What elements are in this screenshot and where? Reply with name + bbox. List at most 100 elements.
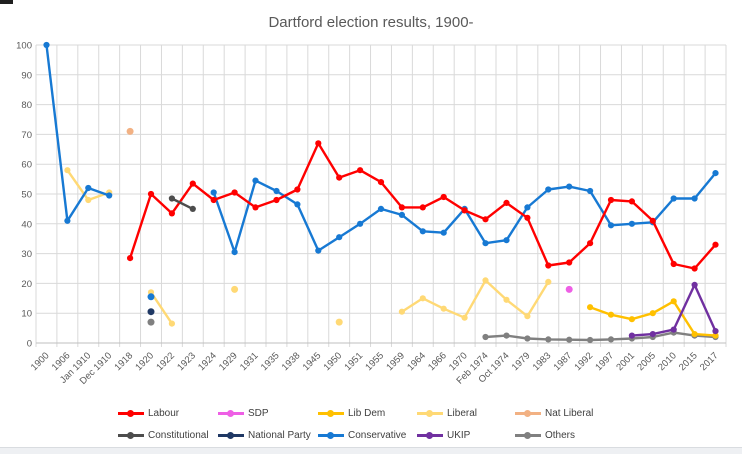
data-point [377, 179, 385, 186]
data-point [231, 189, 238, 196]
data-point [126, 127, 134, 135]
y-tick-label: 70 [21, 130, 32, 141]
x-tick-label: 1979 [510, 350, 533, 373]
data-point [607, 311, 615, 318]
data-point [566, 336, 573, 343]
x-tick-label: 1945 [301, 350, 324, 373]
data-point [566, 183, 573, 190]
x-tick-label: 1997 [593, 350, 616, 373]
data-point [168, 320, 175, 327]
data-point [524, 313, 531, 320]
data-point [336, 234, 343, 241]
series-ukip [628, 281, 719, 339]
data-point [440, 305, 447, 312]
data-point [649, 331, 656, 338]
data-point [712, 332, 719, 339]
legend-marker [218, 409, 244, 417]
series-labour [127, 140, 719, 272]
y-tick-label: 40 [21, 219, 32, 230]
y-tick-label: 90 [21, 70, 32, 81]
x-tick-label: 2017 [698, 350, 721, 373]
x-tick-label: 1950 [322, 350, 345, 373]
x-tick-label: 1964 [405, 350, 428, 373]
y-tick-label: 10 [21, 309, 32, 320]
data-point [398, 204, 405, 211]
data-point [691, 331, 698, 338]
y-tick-label: 20 [21, 279, 32, 290]
legend-marker [118, 409, 144, 417]
grid-layer [35, 44, 727, 347]
series-sdp [565, 285, 573, 293]
window-corner-fragment [0, 0, 13, 4]
data-point [670, 260, 677, 268]
x-tick-label: 2010 [656, 350, 679, 373]
data-point [398, 308, 405, 315]
data-point [294, 186, 301, 193]
data-point [503, 237, 510, 244]
data-point [440, 193, 447, 201]
data-point [503, 199, 510, 206]
data-point [691, 281, 698, 288]
legend-label: Nat Liberal [545, 407, 594, 419]
legend-marker [318, 431, 344, 439]
y-tick-label: 100 [16, 41, 32, 52]
legend-marker [218, 431, 244, 439]
data-point [670, 298, 677, 305]
data-point [147, 318, 155, 326]
data-point [335, 318, 343, 326]
x-tick-label: 1966 [426, 350, 449, 373]
data-point [545, 262, 552, 269]
data-point [649, 310, 656, 317]
data-point [670, 195, 677, 202]
data-point [85, 184, 92, 192]
series-others [147, 318, 719, 344]
legend-label: Liberal [447, 407, 478, 419]
x-tick-label: 1918 [112, 350, 135, 373]
data-point [607, 222, 615, 229]
data-point [607, 336, 615, 343]
data-point [628, 316, 636, 323]
data-point [210, 189, 217, 196]
data-point [587, 187, 594, 195]
chart-title: Dartford election results, 1900- [268, 14, 473, 31]
x-tick-label: 1931 [238, 350, 261, 373]
legend-label: Conservative [348, 429, 407, 441]
legend-label: Lib Dem [348, 407, 386, 419]
x-tick-label: 1983 [531, 350, 554, 373]
data-point [587, 240, 594, 247]
legend-item-liberal: Liberal [417, 406, 477, 420]
data-point [628, 198, 636, 205]
legend-label: Others [545, 429, 576, 441]
legend-item-nat-liberal: Nat Liberal [515, 406, 593, 420]
legend-item-constitutional: Constitutional [118, 428, 209, 442]
legend-marker [515, 431, 541, 439]
x-tick-label: 1987 [552, 350, 575, 373]
series-national-party [147, 308, 155, 316]
legend-label: SDP [248, 407, 269, 419]
data-point [607, 196, 615, 204]
series-nat-liberal [126, 127, 134, 135]
series-conservative [43, 41, 719, 301]
data-point [482, 277, 489, 284]
data-point [419, 228, 426, 235]
data-point [64, 167, 71, 174]
legend-marker [417, 431, 443, 439]
series-lib-dem [587, 298, 719, 339]
data-point [85, 196, 92, 204]
data-point [482, 240, 489, 247]
x-tick-label: 1900 [29, 350, 52, 373]
data-point [273, 196, 280, 204]
data-point [545, 186, 552, 193]
legend-marker [318, 409, 344, 417]
data-point [252, 204, 259, 211]
data-point [503, 332, 510, 339]
legend-label: Constitutional [148, 429, 209, 441]
data-point [252, 177, 259, 184]
y-tick-label: 50 [21, 190, 32, 201]
data-point [712, 241, 719, 248]
y-tick-label: 60 [21, 160, 32, 171]
data-point [273, 187, 280, 195]
legend-item-lib-dem: Lib Dem [318, 406, 385, 420]
data-point [43, 41, 50, 49]
